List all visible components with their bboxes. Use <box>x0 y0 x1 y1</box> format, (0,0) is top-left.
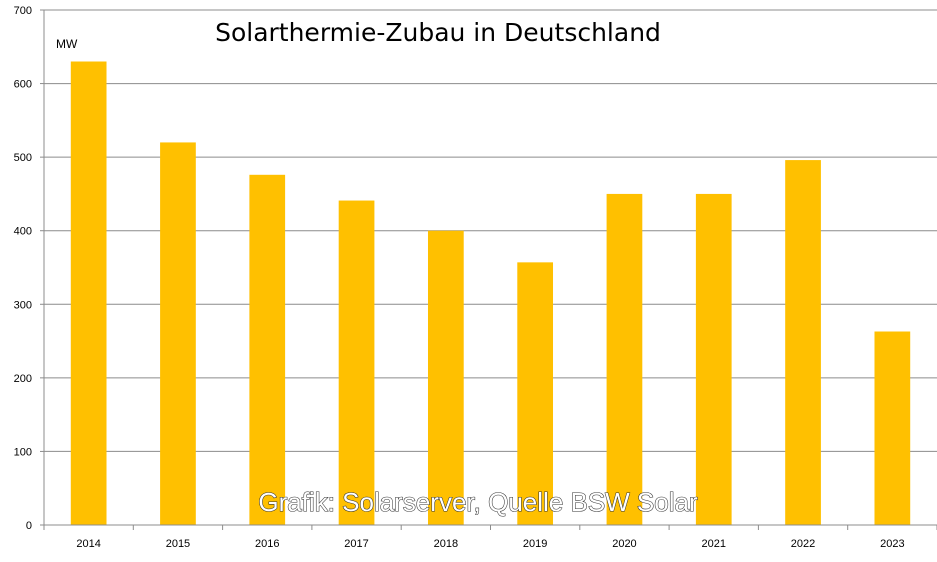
x-tick-label: 2015 <box>166 538 190 550</box>
bar-2020 <box>606 193 643 525</box>
x-tick-label: 2016 <box>255 538 279 550</box>
y-tick-label: 500 <box>14 152 32 164</box>
bar-2014 <box>70 61 107 525</box>
bar-2023 <box>874 331 911 525</box>
x-tick-label: 2023 <box>880 538 904 550</box>
y-tick-label: 100 <box>14 446 32 458</box>
y-tick-label: 200 <box>14 373 32 385</box>
x-tick-labels: 2014 2015 2016 2017 2018 2019 2020 2021 2022 2023 <box>43 525 937 550</box>
source-watermark: Grafik: Solarserver, Quelle BSW Solar <box>258 487 698 517</box>
x-tick-label: 2018 <box>434 538 458 550</box>
x-tick-label: 2022 <box>791 538 815 550</box>
y-tick-label: 600 <box>14 79 32 91</box>
y-tick-label: 700 <box>14 5 32 17</box>
bar-2019 <box>517 262 554 525</box>
bar-2018 <box>427 230 464 525</box>
y-tick-label: 0 <box>26 520 32 532</box>
x-tick-label: 2019 <box>523 538 547 550</box>
bar-2015 <box>160 142 196 525</box>
y-tick-label: 300 <box>14 299 32 311</box>
chart-title: Solarthermie-Zubau in Deutschland <box>215 18 661 47</box>
x-tick-label: 2014 <box>76 538 100 550</box>
bar-2022 <box>785 160 821 526</box>
x-tick-label: 2020 <box>612 538 636 550</box>
x-tick-label: 2021 <box>702 538 726 550</box>
bar-2017 <box>338 200 375 526</box>
bar-2021 <box>695 193 732 525</box>
bar-2016 <box>249 174 286 526</box>
y-tick-labels: 0 100 200 300 400 500 600 700 <box>14 5 44 532</box>
x-tick-label: 2017 <box>344 538 368 550</box>
y-unit-label: MW <box>56 37 78 51</box>
bars <box>70 61 911 526</box>
y-tick-label: 400 <box>14 226 32 238</box>
